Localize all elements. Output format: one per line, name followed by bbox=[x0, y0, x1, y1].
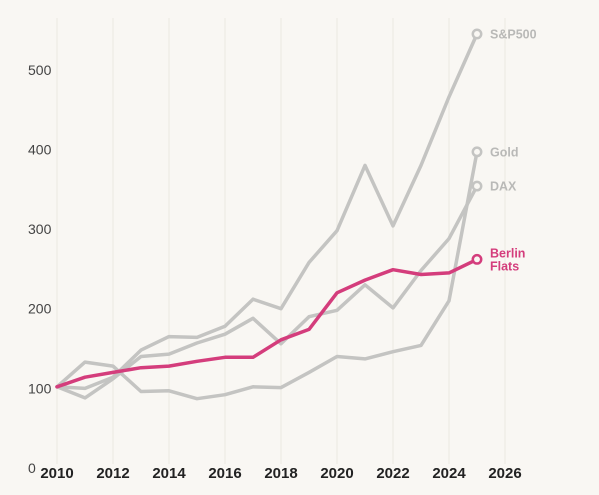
x-tick-label: 2022 bbox=[376, 465, 409, 482]
x-tick-label: 2016 bbox=[208, 465, 241, 482]
end-marker-dax bbox=[471, 180, 483, 192]
y-axis: 0 100 200 300 400 500 bbox=[28, 62, 52, 476]
x-tick-label: 2020 bbox=[320, 465, 353, 482]
vertical-gridlines bbox=[56, 18, 506, 464]
y-tick-label: 400 bbox=[28, 141, 52, 157]
y-tick-label: 0 bbox=[28, 460, 36, 476]
x-tick-label: 2018 bbox=[264, 465, 297, 482]
series-line-dax bbox=[55, 184, 479, 400]
x-tick-label: 2012 bbox=[96, 465, 129, 482]
x-tick-label: 2014 bbox=[152, 465, 186, 482]
y-tick-label: 100 bbox=[28, 380, 52, 396]
series-label-berlin-flats: Flats bbox=[490, 259, 519, 273]
y-tick-label: 200 bbox=[28, 301, 52, 317]
x-tick-label: 2024 bbox=[432, 465, 466, 482]
series-label-berlin-flats: Berlin bbox=[490, 246, 525, 260]
end-marker-s-p500 bbox=[471, 28, 483, 40]
series-lines bbox=[55, 32, 479, 401]
end-marker-berlin-flats bbox=[471, 253, 483, 265]
series-label-dax: DAX bbox=[490, 180, 517, 194]
series-line-berlin-flats bbox=[55, 257, 479, 389]
end-marker-gold bbox=[471, 146, 483, 158]
series-line-s-p500 bbox=[55, 32, 479, 391]
x-axis: 2010 2012 2014 2016 2018 2020 2022 2024 2026 bbox=[40, 465, 521, 482]
y-tick-label: 300 bbox=[28, 221, 52, 237]
series-label-gold: Gold bbox=[490, 145, 518, 159]
x-tick-label: 2026 bbox=[488, 465, 521, 482]
x-tick-label: 2010 bbox=[40, 465, 73, 482]
series-label-s-p500: S&P500 bbox=[490, 27, 537, 41]
y-tick-label: 500 bbox=[28, 62, 52, 78]
series-line-gold bbox=[55, 150, 479, 401]
